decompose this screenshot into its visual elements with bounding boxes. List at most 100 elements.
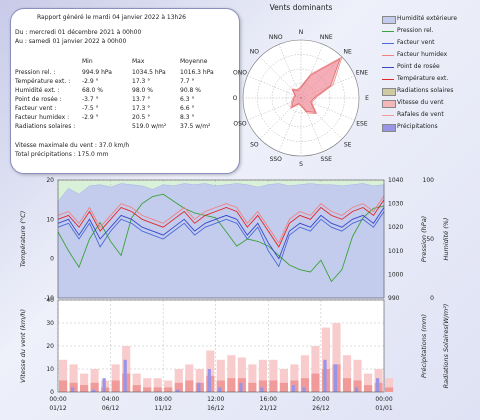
wind-speed-bar xyxy=(143,387,151,392)
max-wind-text: Vitesse maximale du vent : 37.0 km/h xyxy=(15,142,129,149)
wind-rose-direction-label: NE xyxy=(344,48,352,55)
legend-swatch xyxy=(382,67,394,68)
precipitation-bar xyxy=(176,390,179,392)
top-right1-axis-title: Pression (hPa) xyxy=(420,216,428,262)
report-row-avg: 8.3 ° xyxy=(180,114,194,121)
legend-label: Radiations solaires xyxy=(397,87,453,94)
legend-item[interactable]: Rafales de vent xyxy=(382,110,478,122)
wind-speed-bar xyxy=(385,387,393,392)
chart-legend: Humidité extérieure Pression rel. Facteur … xyxy=(382,14,478,134)
legend-label: Vitesse du vent xyxy=(397,99,443,106)
top-left-tick-label: 0 xyxy=(50,256,54,263)
wind-rose-direction-label: NNO xyxy=(269,34,283,41)
legend-swatch xyxy=(382,115,394,116)
precipitation-bar xyxy=(197,383,200,392)
bottom-left-tick-label: 10 xyxy=(46,366,54,373)
precipitation-bar xyxy=(292,385,295,392)
wind-rose-direction-label: SE xyxy=(344,142,352,149)
wind-speed-bar xyxy=(280,383,288,392)
legend-label: Facteur humidex xyxy=(397,51,447,58)
x-tick-time-label: 16:00 xyxy=(260,396,277,403)
top-right1-tick-label: 1040 xyxy=(388,177,403,184)
report-row-label: Température ext. : xyxy=(15,78,70,85)
wind-speed-bar xyxy=(80,385,88,392)
wind-rose-direction-label: S xyxy=(299,161,303,168)
report-row-min: -2.9 ° xyxy=(82,78,99,85)
report-row-max: 98.0 % xyxy=(132,87,153,94)
report-row-avg: 6.3 ° xyxy=(180,96,194,103)
report-row-label: Humidité ext. : xyxy=(15,87,60,94)
legend-swatch xyxy=(382,100,396,108)
wind-rose-chart: Vents dominants N NNE NE ENE E ESE SE SSE S SSO SO… xyxy=(226,0,376,176)
wind-rose-title: Vents dominants xyxy=(270,3,333,12)
report-summary-panel: Rapport généré le mardi 04 janvier 2022 … xyxy=(10,8,240,174)
wind-speed-bar xyxy=(59,381,67,393)
bottom-left-tick-label: 20 xyxy=(46,343,54,350)
report-row-label: Point de rosée : xyxy=(15,96,62,103)
report-row-label: Facteur vent : xyxy=(15,105,56,112)
wind-rose-direction-label: OSO xyxy=(233,120,247,127)
top-left-tick-label: 10 xyxy=(46,216,54,223)
wind-rose-direction-label: O xyxy=(233,95,238,102)
wind-speed-bar xyxy=(112,381,120,393)
precipitation-bar xyxy=(92,390,95,392)
precipitation-bar xyxy=(103,378,106,392)
report-title: Rapport généré le mardi 04 janvier 2022 … xyxy=(37,14,186,21)
x-tick-time-label: 00:00 xyxy=(49,396,66,403)
x-tick-time-label: 12:00 xyxy=(207,396,224,403)
precipitation-bar xyxy=(239,383,242,392)
precipitation-bar xyxy=(71,387,74,392)
report-row-max: 1034.5 hPa xyxy=(132,69,166,76)
top-right2-axis-title: Humidité (%) xyxy=(442,218,450,261)
top-right1-tick-label: 1010 xyxy=(388,248,403,255)
x-tick-date-label: 16/12 xyxy=(207,405,224,412)
wind-speed-bar xyxy=(133,385,141,392)
top-right1-tick-label: 1030 xyxy=(388,201,403,208)
legend-item[interactable]: Point de rosée xyxy=(382,62,478,74)
legend-item[interactable]: Vitesse du vent xyxy=(382,98,478,110)
x-tick-time-label: 04:00 xyxy=(102,396,119,403)
x-tick-time-label: 08:00 xyxy=(155,396,172,403)
legend-item[interactable]: Facteur vent xyxy=(382,38,478,50)
wind-rose-direction-label: NO xyxy=(250,48,259,55)
bottom-left-tick-label: 30 xyxy=(46,320,54,327)
legend-label: Humidité extérieure xyxy=(397,15,457,22)
bottom-left-tick-label: 0 xyxy=(50,389,54,396)
report-from: Du : mercredi 01 décembre 2021 à 00h00 xyxy=(15,29,141,36)
top-right2-tick-label: 100 xyxy=(423,177,435,184)
x-tick-date-label: 01/12 xyxy=(49,405,66,412)
series-humidite-exterieure-area xyxy=(58,184,384,299)
wind-rose-direction-label: ONO xyxy=(233,70,247,77)
wind-rose-direction-label: ENE xyxy=(356,70,368,77)
top-right1-tick-label: 990 xyxy=(388,295,400,302)
x-tick-time-label: 20:00 xyxy=(312,396,329,403)
legend-item[interactable]: Facteur humidex xyxy=(382,50,478,62)
legend-swatch xyxy=(382,124,396,132)
wind-speed-bar xyxy=(185,381,193,393)
legend-item[interactable]: Précipitations xyxy=(382,122,478,134)
wind-rose-direction-label: N xyxy=(299,29,304,36)
report-row-max: 20.5 ° xyxy=(132,114,150,121)
top-left-tick-label: 20 xyxy=(46,177,54,184)
legend-label: Pression rel. xyxy=(397,27,433,34)
precipitation-bar xyxy=(218,387,221,392)
report-row-avg: 1016.3 hPa xyxy=(180,69,214,76)
legend-item[interactable]: Radiations solaires xyxy=(382,86,478,98)
legend-swatch xyxy=(382,16,396,24)
legend-swatch xyxy=(382,79,394,80)
legend-swatch xyxy=(382,31,394,32)
x-tick-time-label: 00:00 xyxy=(375,396,392,403)
wind-rose-direction-label: ESE xyxy=(356,120,368,127)
x-tick-date-label: 06/12 xyxy=(102,405,119,412)
wind-speed-bar xyxy=(343,378,351,392)
legend-item[interactable]: Humidité extérieure xyxy=(382,14,478,26)
wind-rose-direction-label: NNE xyxy=(320,34,333,41)
legend-item[interactable]: Pression rel. xyxy=(382,26,478,38)
report-row-label: Radiations solaires : xyxy=(15,123,75,130)
x-tick-date-label: 26/12 xyxy=(312,405,329,412)
legend-item[interactable]: Température ext. xyxy=(382,74,478,86)
legend-label: Rafales de vent xyxy=(397,111,444,118)
col-header-min: Min xyxy=(82,58,93,65)
legend-swatch xyxy=(382,43,394,44)
x-tick-date-label: 21/12 xyxy=(260,405,277,412)
